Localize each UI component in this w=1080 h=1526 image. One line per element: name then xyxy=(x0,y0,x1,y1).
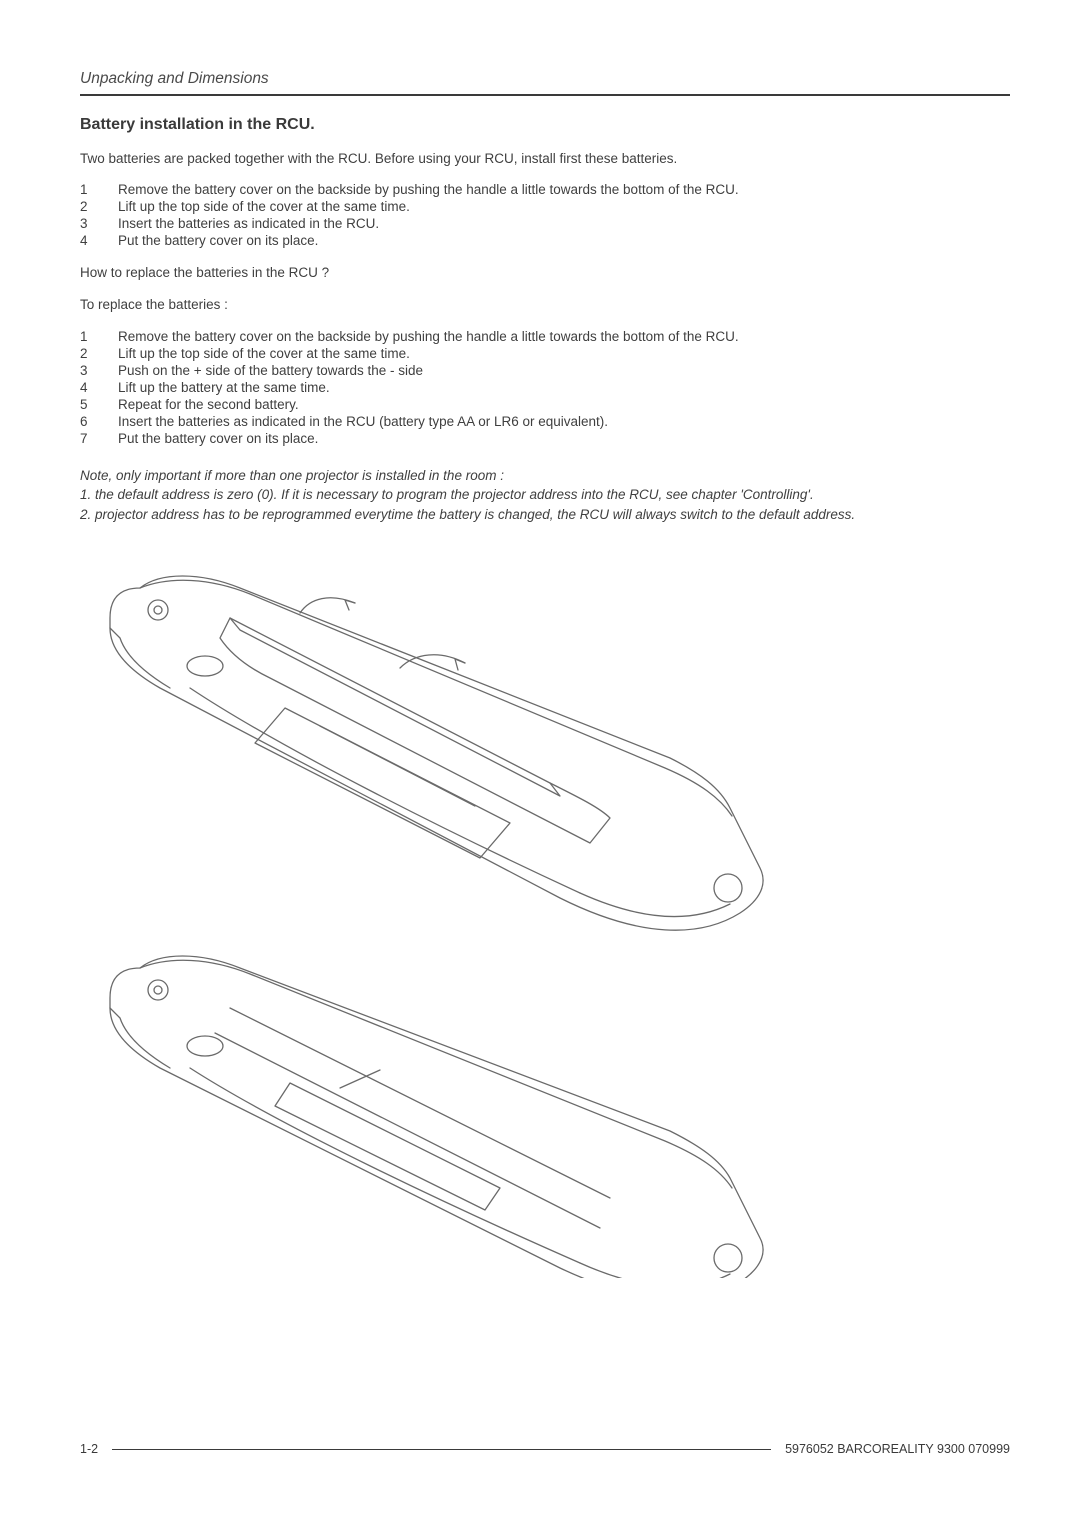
step-text: Lift up the top side of the cover at the… xyxy=(118,346,739,363)
page-number: 1-2 xyxy=(80,1442,98,1456)
step-text: Lift up the top side of the cover at the… xyxy=(118,199,739,216)
section-header: Unpacking and Dimensions xyxy=(80,70,1010,88)
to-replace-label: To replace the batteries : xyxy=(80,296,1010,314)
step-text: Put the battery cover on its place. xyxy=(118,431,739,448)
step-text: Push on the + side of the battery toward… xyxy=(118,363,739,380)
rcu-line-drawing xyxy=(80,558,770,1278)
howto-heading: How to replace the batteries in the RCU … xyxy=(80,264,1010,282)
step-text: Insert the batteries as indicated in the… xyxy=(118,414,739,431)
step-number: 7 xyxy=(80,431,118,448)
list-item: 7 Put the battery cover on its place. xyxy=(80,431,739,448)
page-footer: 1-2 5976052 BARCOREALITY 9300 070999 xyxy=(80,1442,1010,1456)
step-number: 4 xyxy=(80,380,118,397)
step-text: Lift up the battery at the same time. xyxy=(118,380,739,397)
step-number: 4 xyxy=(80,233,118,250)
header-rule xyxy=(80,94,1010,96)
list-item: 6 Insert the batteries as indicated in t… xyxy=(80,414,739,431)
page-subtitle: Battery installation in the RCU. xyxy=(80,116,1010,134)
list-item: 5 Repeat for the second battery. xyxy=(80,397,739,414)
list-item: 4 Lift up the battery at the same time. xyxy=(80,380,739,397)
document-id: 5976052 BARCOREALITY 9300 070999 xyxy=(785,1442,1010,1456)
step-number: 2 xyxy=(80,199,118,216)
intro-paragraph: Two batteries are packed together with t… xyxy=(80,150,1010,168)
note-line: Note, only important if more than one pr… xyxy=(80,468,504,483)
replace-steps-list: 1 Remove the battery cover on the backsi… xyxy=(80,329,739,448)
list-item: 1 Remove the battery cover on the backsi… xyxy=(80,182,739,199)
step-text: Repeat for the second battery. xyxy=(118,397,739,414)
list-item: 2 Lift up the top side of the cover at t… xyxy=(80,199,739,216)
note-line: 2. projector address has to be reprogram… xyxy=(80,507,855,522)
list-item: 3 Push on the + side of the battery towa… xyxy=(80,363,739,380)
step-number: 6 xyxy=(80,414,118,431)
step-number: 1 xyxy=(80,329,118,346)
step-number: 5 xyxy=(80,397,118,414)
step-number: 3 xyxy=(80,216,118,233)
list-item: 4 Put the battery cover on its place. xyxy=(80,233,739,250)
list-item: 1 Remove the battery cover on the backsi… xyxy=(80,329,739,346)
rcu-diagram xyxy=(80,558,770,1278)
step-text: Put the battery cover on its place. xyxy=(118,233,739,250)
step-text: Remove the battery cover on the backside… xyxy=(118,329,739,346)
step-number: 2 xyxy=(80,346,118,363)
list-item: 3 Insert the batteries as indicated in t… xyxy=(80,216,739,233)
list-item: 2 Lift up the top side of the cover at t… xyxy=(80,346,739,363)
footer-rule xyxy=(112,1449,771,1450)
step-text: Remove the battery cover on the backside… xyxy=(118,182,739,199)
step-number: 1 xyxy=(80,182,118,199)
step-text: Insert the batteries as indicated in the… xyxy=(118,216,739,233)
note-line: 1. the default address is zero (0). If i… xyxy=(80,487,814,502)
note-block: Note, only important if more than one pr… xyxy=(80,466,1010,525)
install-steps-list: 1 Remove the battery cover on the backsi… xyxy=(80,182,739,250)
page: Unpacking and Dimensions Battery install… xyxy=(0,0,1080,1526)
step-number: 3 xyxy=(80,363,118,380)
